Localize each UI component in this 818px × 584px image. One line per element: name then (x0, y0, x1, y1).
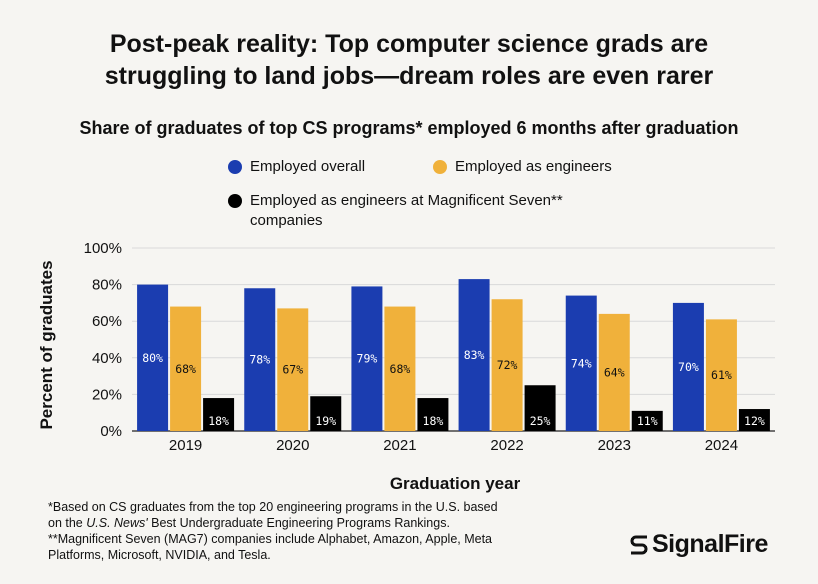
bar (598, 313, 630, 431)
y-tick-label: 0% (100, 423, 122, 440)
y-tick-label: 60% (92, 313, 122, 330)
bar-data-label: 78% (249, 353, 270, 367)
bar-data-label: 68% (390, 362, 411, 376)
bar-data-label: 72% (497, 358, 518, 372)
x-tick-label: 2019 (169, 437, 202, 454)
bar (705, 319, 737, 431)
signalfire-s-icon (630, 535, 648, 554)
y-tick-label: 40% (92, 350, 122, 367)
bar (203, 398, 235, 431)
bar-data-label: 61% (711, 368, 732, 382)
footnote-line-3: **Magnificent Seven (MAG7) companies inc… (48, 532, 493, 546)
bar-data-label: 70% (678, 360, 699, 374)
bar (458, 279, 490, 431)
chart-headline: Post-peak reality: Top computer science … (0, 28, 818, 92)
legend-label-employed-engineers: Employed as engineers (455, 158, 612, 175)
x-tick-label: 2024 (705, 437, 738, 454)
legend-item-employed-engineers: Employed as engineers (433, 157, 612, 177)
legend-label-employed-mag7: Employed as engineers at Magnificent Sev… (250, 191, 563, 231)
legend-swatch-employed-overall (228, 160, 242, 174)
bar (170, 306, 202, 431)
legend-item-employed-overall: Employed overall (228, 157, 365, 177)
bar (351, 286, 383, 431)
y-axis-title: Percent of graduates (37, 260, 56, 429)
bar-data-label: 12% (744, 414, 765, 428)
x-tick-label: 2020 (276, 437, 309, 454)
bar (384, 306, 416, 431)
y-tick-label: 80% (92, 277, 122, 294)
bar (738, 409, 770, 431)
bar-data-label: 80% (142, 351, 163, 365)
headline-line-1: Post-peak reality: Top computer science … (109, 30, 709, 58)
bar (631, 410, 663, 431)
legend-swatch-employed-engineers (433, 160, 447, 174)
footnotes: *Based on CS graduates from the top 20 e… (48, 499, 588, 563)
bar-data-label: 83% (464, 348, 485, 362)
bar-data-label: 11% (637, 414, 658, 428)
x-tick-label: 2021 (383, 437, 416, 454)
footnote-line-2: on the U.S. News' Best Undergraduate Eng… (48, 515, 588, 531)
footnote-line-4: Platforms, Microsoft, NVIDIA, and Tesla. (48, 548, 271, 562)
bar (672, 302, 704, 431)
bar (310, 396, 342, 431)
legend-label-mag7-line-2: companies (250, 212, 323, 229)
chart-title: Share of graduates of top CS programs* e… (79, 118, 739, 138)
x-tick-label: 2022 (490, 437, 523, 454)
bar (565, 295, 597, 431)
footnote-line-2-source: U.S. News' (86, 516, 148, 530)
bar (524, 385, 556, 431)
bar-data-label: 19% (315, 414, 336, 428)
x-tick-label: 2023 (598, 437, 631, 454)
bar-data-label: 74% (571, 356, 592, 370)
bar-data-label: 25% (530, 414, 551, 428)
signalfire-logo: SignalFire (628, 530, 768, 559)
bar-data-label: 64% (604, 365, 625, 379)
legend-label-employed-overall: Employed overall (250, 158, 366, 175)
y-tick-label: 100% (84, 240, 122, 257)
brand-name: SignalFire (652, 530, 768, 558)
bar-data-label: 18% (423, 414, 444, 428)
bar (491, 299, 523, 431)
headline-line-2: struggling to land jobs—dream roles are … (104, 62, 714, 90)
bar (137, 284, 169, 431)
bar-data-label: 79% (357, 352, 378, 366)
bar (244, 288, 276, 431)
bar (417, 398, 449, 431)
bar-chart: 0% 20% 40% 60% 80% 100% 80% 68% 18% 2019 78% 67% 19%… (37, 240, 775, 493)
legend-label-mag7-line-1: Employed as engineers at Magnificent Sev… (250, 192, 563, 209)
footnote-line-2-start: on the (48, 516, 87, 530)
legend-item-employed-mag7: Employed as engineers at Magnificent Sev… (228, 191, 628, 231)
legend-swatch-employed-mag7 (228, 194, 242, 208)
bar-data-label: 18% (208, 414, 229, 428)
footnote-line-1: *Based on CS graduates from the top 20 e… (48, 500, 498, 514)
y-tick-label: 20% (92, 386, 122, 403)
bar-data-label: 68% (175, 362, 196, 376)
x-axis-title: Graduation year (390, 474, 521, 493)
footnote-line-2-end: Best Undergraduate Engineering Programs … (147, 516, 450, 530)
bar-data-label: 67% (282, 363, 303, 377)
bar (277, 308, 309, 431)
